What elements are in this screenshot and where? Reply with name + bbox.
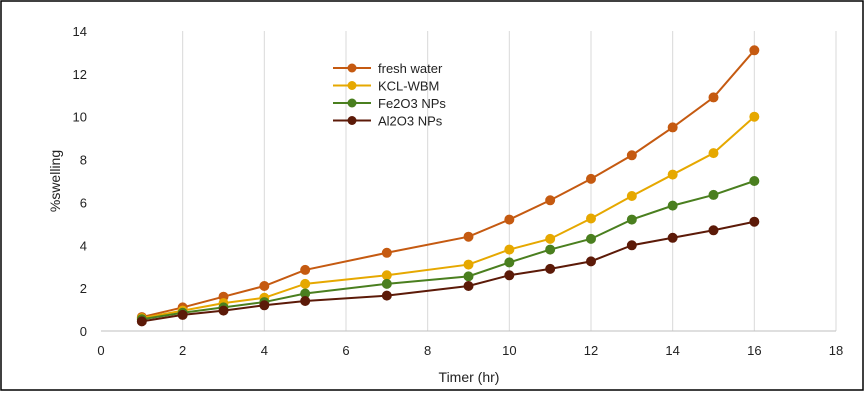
data-point [545,244,556,255]
x-tick-label: 2 [179,343,186,358]
data-point [381,290,392,301]
data-point [545,263,556,274]
data-point [259,300,270,311]
data-point [381,247,392,258]
y-tick-label: 2 [80,281,87,296]
series-fe2o3-nps [136,176,760,325]
data-point [749,111,760,122]
data-point [667,200,678,211]
x-tick-label: 4 [261,343,268,358]
data-point [504,214,515,225]
data-point [381,270,392,281]
legend-label: Fe2O3 NPs [378,96,446,111]
data-point [626,214,637,225]
series-line [141,115,755,320]
data-point [708,225,719,236]
x-tick-label: 0 [97,343,104,358]
data-point [626,240,637,251]
series-line [141,220,755,323]
series-group [136,45,760,327]
data-point [749,216,760,227]
legend-item: KCL-WBM [333,79,439,94]
data-point [504,244,515,255]
data-point [136,316,147,327]
x-axis-title: Timer (hr) [439,369,500,385]
legend-marker [347,116,357,125]
data-point [626,150,637,161]
data-point [218,305,229,316]
data-point [504,257,515,268]
series-al2o3-nps [136,216,760,327]
data-point [708,189,719,200]
y-tick-label: 4 [80,238,87,253]
x-tick-label: 8 [424,343,431,358]
x-tick-label: 16 [747,343,761,358]
data-point [586,213,596,224]
series-line [141,49,756,319]
data-point [749,45,760,56]
data-point [463,259,474,270]
y-tick-label: 6 [80,195,87,210]
legend-item: Al2O3 NPs [333,114,443,129]
y-tick-label: 10 [73,110,87,125]
x-tick-label: 6 [342,343,349,358]
data-point [463,281,474,291]
series-line [141,180,755,321]
legend-item: Fe2O3 NPs [333,96,446,111]
data-point [381,278,392,289]
legend-label: KCL-WBM [378,79,439,94]
y-axis-title: %swelling [47,150,63,212]
x-tick-label: 10 [502,343,516,358]
y-tick-label: 12 [73,67,87,82]
data-point [545,233,556,244]
data-point [259,281,270,291]
data-point [545,195,556,206]
legend-marker [347,81,357,90]
axes: 0 2 4 6 8 10 12 14 16 18 0 2 4 6 8 10 12 14 [73,24,844,358]
legend-label: fresh water [378,61,443,76]
data-point [463,231,474,242]
legend-marker [347,63,357,73]
data-point [749,176,760,186]
x-tick-label: 14 [665,343,679,358]
data-point [300,264,311,275]
legend-label: Al2O3 NPs [378,114,443,129]
legend-item: fresh water [333,61,443,76]
data-point [708,148,719,159]
legend: fresh water KCL-WBM Fe2O3 NPs Al2O3 NPs [333,61,446,129]
data-point [667,232,678,243]
data-point [586,173,596,184]
data-point [708,92,719,103]
y-tick-label: 0 [80,324,87,339]
data-point [463,271,474,282]
data-point [504,270,515,281]
y-tick-label: 14 [73,24,87,39]
data-point [667,122,678,133]
data-point [300,296,311,306]
data-point [177,309,188,320]
legend-marker [347,98,357,108]
data-point [586,256,596,267]
data-point [667,169,678,180]
data-point [300,278,311,289]
data-point [586,233,596,244]
y-tick-label: 8 [80,153,87,168]
x-tick-label: 18 [829,343,843,358]
data-point [626,191,637,201]
x-tick-label: 12 [584,343,598,358]
